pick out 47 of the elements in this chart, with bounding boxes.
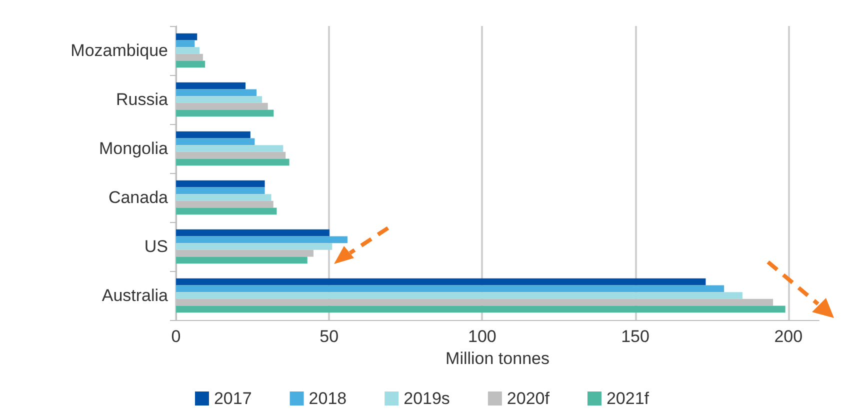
bar bbox=[176, 306, 786, 313]
bar bbox=[176, 82, 246, 90]
bar bbox=[176, 292, 742, 299]
legend-label: 2021f bbox=[606, 389, 650, 408]
legend-label: 2020f bbox=[506, 389, 550, 408]
bar bbox=[176, 180, 265, 188]
bar bbox=[176, 40, 195, 48]
bar bbox=[176, 60, 206, 68]
bar bbox=[176, 208, 277, 215]
bar bbox=[176, 250, 314, 257]
x-tick-label: 200 bbox=[774, 327, 803, 346]
x-tick-label: 100 bbox=[468, 327, 496, 346]
bar bbox=[176, 194, 272, 201]
bar bbox=[176, 54, 203, 61]
bar bbox=[176, 256, 308, 264]
bar bbox=[176, 47, 200, 54]
bar bbox=[176, 200, 274, 208]
bar bbox=[176, 110, 274, 117]
bar bbox=[176, 229, 330, 236]
bar bbox=[176, 33, 198, 40]
y-tick-label: Australia bbox=[102, 286, 169, 305]
bar bbox=[176, 236, 348, 244]
y-tick-label: US bbox=[144, 237, 168, 256]
y-tick-label: Canada bbox=[108, 188, 169, 207]
bar bbox=[176, 138, 255, 146]
bar bbox=[176, 102, 268, 110]
bar bbox=[176, 278, 706, 286]
y-tick-label: Mozambique bbox=[70, 41, 168, 60]
x-tick-label: 50 bbox=[320, 327, 339, 346]
bar bbox=[176, 89, 257, 96]
legend-label: 2018 bbox=[308, 389, 347, 408]
x-tick-label: 0 bbox=[171, 327, 181, 346]
bar bbox=[176, 187, 265, 194]
bar bbox=[176, 298, 774, 306]
y-tick-label: Mongolia bbox=[99, 139, 169, 158]
bar bbox=[176, 285, 724, 292]
bar bbox=[176, 243, 332, 250]
legend-label: 2019s bbox=[404, 389, 450, 408]
y-tick-label: Russia bbox=[116, 90, 169, 109]
x-axis-title: Million tonnes bbox=[446, 348, 550, 368]
bar bbox=[176, 152, 286, 159]
bar bbox=[176, 158, 290, 166]
bar bbox=[176, 96, 262, 103]
x-tick-label: 150 bbox=[621, 327, 650, 346]
bar bbox=[176, 145, 284, 152]
legend-label: 2017 bbox=[214, 389, 252, 408]
bar bbox=[176, 131, 250, 138]
